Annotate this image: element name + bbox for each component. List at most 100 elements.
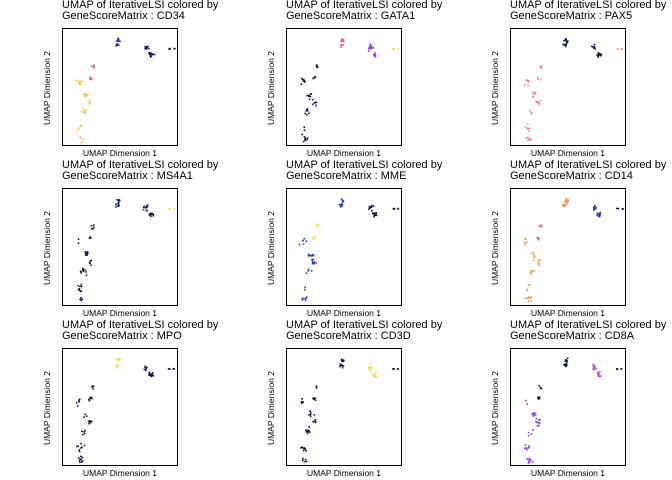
scatter-point-c4	[375, 376, 377, 378]
scatter-point-c4	[148, 52, 150, 54]
scatter-point-c2	[92, 65, 95, 68]
chart-title-line: UMAP of IterativeLSI colored by	[510, 0, 667, 11]
scatter-point-c1	[308, 414, 310, 416]
scatter-point-c1	[301, 401, 303, 403]
y-axis-label: UMAP Dimension 2	[266, 50, 276, 126]
scatter-point-c1	[307, 270, 309, 272]
chart-title-line: GeneScoreMatrix : MPO	[62, 330, 182, 342]
y-axis-label: UMAP Dimension 2	[490, 210, 500, 286]
scatter-point-c1	[301, 446, 303, 449]
scatter-point-c3	[342, 200, 344, 203]
scatter-point-c2	[89, 236, 91, 239]
x-axis-label: UMAP Dimension 1	[530, 308, 605, 318]
plot-frame	[62, 28, 178, 146]
scatter-point-c4	[152, 375, 154, 377]
scatter-point-c1	[301, 459, 304, 462]
scatter-point-c3	[341, 44, 344, 46]
scatter-point-c4	[592, 363, 594, 366]
scatter-point-c4	[599, 214, 601, 216]
scatter-point-c1	[79, 80, 81, 82]
scatter-point-c4	[595, 206, 598, 209]
scatter-point-c3	[116, 367, 119, 369]
scatter-point-c4	[370, 366, 373, 368]
scatter-point-c2	[90, 78, 93, 80]
scatter-point-c1	[88, 420, 91, 422]
scatter-point-c1	[307, 94, 310, 97]
scatter-point-c1	[308, 426, 310, 428]
scatter-point-c1	[530, 111, 533, 114]
scatter-plot	[298, 198, 400, 302]
scatter-point-c2	[539, 224, 542, 227]
scatter-point-c2	[92, 385, 95, 388]
scatter-point-c1	[84, 413, 87, 416]
scatter-point-c1	[530, 113, 532, 115]
scatter-point-c1	[537, 263, 540, 266]
scatter-point-c1	[308, 98, 311, 101]
scatter-point-c4	[592, 368, 594, 370]
scatter-point-c1	[90, 420, 93, 422]
scatter-point-c5	[172, 208, 175, 210]
scatter-point-c3	[116, 198, 118, 201]
scatter-point-c3	[565, 40, 567, 43]
scatter-point-c1	[527, 461, 530, 464]
scatter-point-c2	[88, 398, 90, 401]
scatter-point-c1	[530, 138, 532, 141]
scatter-point-c3	[115, 206, 117, 208]
scatter-point-c1	[304, 299, 307, 302]
scatter-point-c1	[538, 424, 540, 427]
scatter-point-c1	[537, 421, 539, 424]
scatter-point-c3	[566, 357, 569, 359]
chart-title-line: GeneScoreMatrix : MS4A1	[62, 170, 193, 182]
scatter-point-c1	[534, 412, 537, 414]
scatter-point-c4	[367, 50, 370, 52]
scatter-point-c2	[540, 387, 543, 390]
scatter-point-c4	[149, 212, 152, 215]
scatter-point-c3	[564, 38, 567, 41]
scatter-point-c1	[304, 448, 306, 450]
chart-title-line: UMAP of IterativeLSI colored by	[510, 159, 667, 171]
scatter-point-c4	[594, 208, 596, 211]
chart-title: UMAP of IterativeLSI colored by GeneScore…	[286, 0, 442, 22]
scatter-point-c1	[538, 261, 540, 263]
scatter-point-c1	[307, 429, 309, 431]
y-axis-label: UMAP Dimension 2	[42, 50, 52, 126]
scatter-point-c4	[149, 372, 151, 375]
scatter-point-c1	[304, 112, 306, 115]
chart-title: UMAP of IterativeLSI colored by GeneScore…	[286, 160, 442, 182]
scatter-point-c5	[393, 207, 396, 210]
umap-panel: UMAP of IterativeLSI colored by GeneScore…	[0, 160, 224, 320]
scatter-point-c1	[301, 398, 303, 400]
scatter-point-c4	[370, 204, 373, 207]
scatter-point-c4	[146, 205, 148, 208]
scatter-point-c1	[531, 461, 534, 463]
scatter-point-c4	[368, 208, 370, 210]
scatter-point-c4	[145, 209, 148, 212]
scatter-point-c3	[563, 203, 565, 206]
scatter-point-c1	[82, 269, 84, 271]
scatter-point-c3	[118, 199, 120, 201]
scatter-point-c1	[525, 288, 528, 291]
scatter-point-c5	[397, 208, 399, 210]
chart-title-line: UMAP of IterativeLSI colored by	[510, 319, 667, 331]
scatter-point-c1	[527, 447, 530, 449]
umap-panel: UMAP of IterativeLSI colored by GeneScore…	[0, 320, 224, 480]
scatter-point-c1	[309, 93, 312, 95]
scatter-point-c1	[79, 285, 81, 288]
scatter-point-c1	[315, 101, 318, 104]
scatter-point-c1	[304, 298, 306, 300]
scatter-point-c3	[339, 364, 342, 367]
scatter-point-c3	[117, 39, 119, 42]
scatter-point-c1	[78, 289, 81, 292]
scatter-point-c1	[535, 101, 537, 103]
scatter-point-c4	[368, 47, 371, 49]
scatter-point-c2	[90, 396, 93, 399]
scatter-point-c2	[91, 227, 93, 230]
scatter-point-c1	[525, 79, 528, 82]
scatter-point-c4	[149, 373, 152, 376]
scatter-point-c4	[372, 47, 374, 49]
scatter-point-c1	[524, 125, 527, 128]
scatter-point-c1	[89, 102, 91, 105]
y-axis-label: UMAP Dimension 2	[42, 210, 52, 286]
scatter-point-c4	[150, 55, 153, 57]
scatter-point-c4	[597, 51, 600, 54]
